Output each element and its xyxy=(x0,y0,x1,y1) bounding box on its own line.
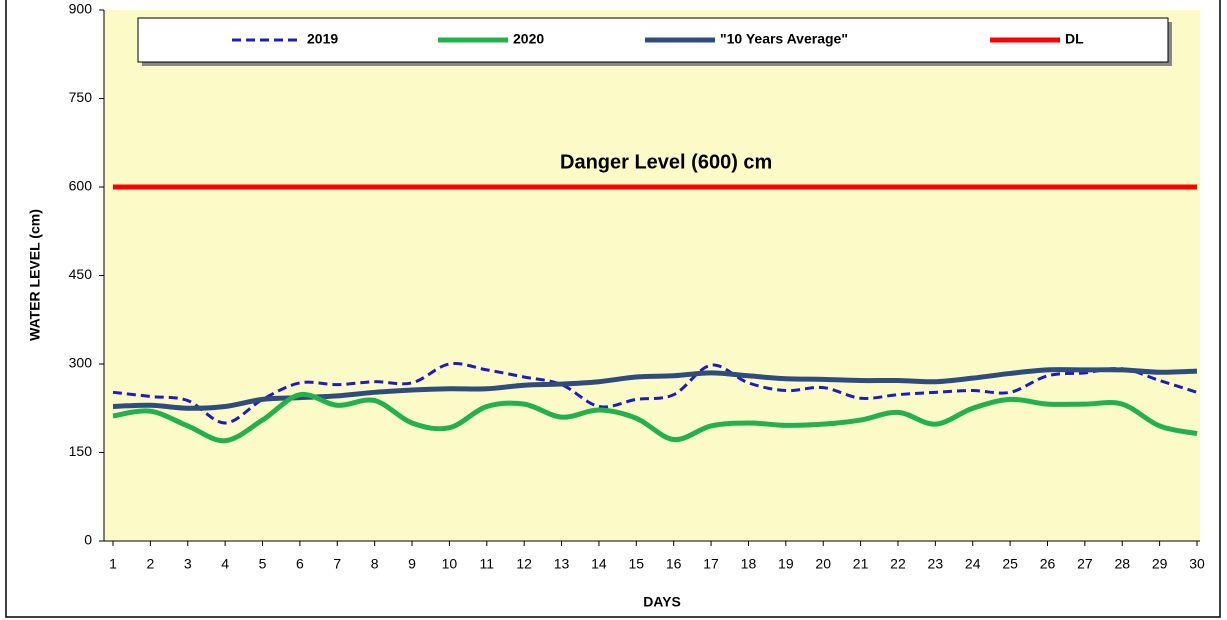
legend-label: DL xyxy=(1065,31,1084,47)
x-tick-label: 15 xyxy=(629,556,645,572)
x-tick-label: 12 xyxy=(516,556,532,572)
legend-label: 2020 xyxy=(513,31,544,47)
annotation: Danger Level (600) cm xyxy=(560,151,772,173)
x-tick-label: 18 xyxy=(741,556,757,572)
x-tick-label: 26 xyxy=(1040,556,1056,572)
x-tick-label: 16 xyxy=(666,556,682,572)
x-tick-label: 30 xyxy=(1189,556,1205,572)
x-tick-label: 28 xyxy=(1114,556,1130,572)
x-tick-label: 7 xyxy=(333,556,341,572)
y-tick-label: 750 xyxy=(69,89,93,105)
legend-label: 2019 xyxy=(307,31,338,47)
y-tick-label: 600 xyxy=(69,178,93,194)
x-tick-label: 11 xyxy=(480,556,495,572)
x-tick-label: 13 xyxy=(554,556,570,572)
y-tick-label: 300 xyxy=(69,355,93,371)
x-tick-label: 22 xyxy=(890,556,906,572)
y-tick-label: 900 xyxy=(69,1,93,17)
y-tick-label: 0 xyxy=(84,532,92,548)
x-tick-label: 9 xyxy=(408,556,416,572)
y-tick-label: 150 xyxy=(69,443,93,459)
x-tick-label: 17 xyxy=(703,556,719,572)
x-tick-label: 29 xyxy=(1152,556,1168,572)
x-axis-title: DAYS xyxy=(643,594,681,610)
x-tick-label: 20 xyxy=(815,556,831,572)
x-tick-label: 27 xyxy=(1077,556,1093,572)
x-tick-label: 4 xyxy=(221,556,229,572)
series-line xyxy=(112,362,1198,425)
y-tick-label: 450 xyxy=(69,266,93,282)
x-tick-label: 14 xyxy=(591,556,607,572)
x-tick-label: 3 xyxy=(184,556,192,572)
x-tick-label: 23 xyxy=(928,556,944,572)
x-tick-label: 1 xyxy=(109,556,117,572)
legend-label: "10 Years Average" xyxy=(720,31,848,47)
x-tick-label: 6 xyxy=(296,556,304,572)
series-line xyxy=(112,391,1198,444)
x-tick-label: 10 xyxy=(442,556,458,572)
x-tick-label: 19 xyxy=(778,556,794,572)
y-axis-title: WATER LEVEL (cm) xyxy=(27,209,43,341)
x-tick-label: 21 xyxy=(853,556,869,572)
x-tick-label: 24 xyxy=(965,556,981,572)
x-tick-label: 2 xyxy=(146,556,154,572)
x-tick-label: 8 xyxy=(371,556,379,572)
plot-area xyxy=(104,10,1200,541)
x-tick-label: 25 xyxy=(1002,556,1018,572)
x-tick-label: 5 xyxy=(259,556,267,572)
